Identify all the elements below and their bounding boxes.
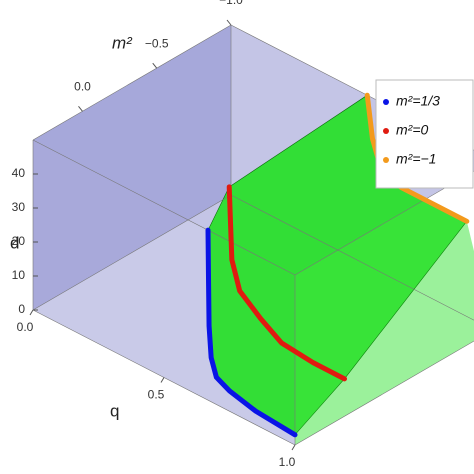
- legend-label: m²=0: [396, 122, 429, 138]
- y-tick-label: 0.0: [74, 79, 91, 93]
- box-edge: [32, 139, 296, 276]
- z-axis-title: d: [10, 233, 19, 252]
- curve: [226, 184, 347, 382]
- legend-marker: [383, 99, 389, 105]
- legend-marker: [383, 157, 389, 163]
- legend-label: m²=1/3: [396, 93, 440, 109]
- side-face: [295, 221, 474, 445]
- x-tick-label: 0.0: [17, 320, 34, 334]
- z-tick-label: 40: [12, 166, 26, 180]
- z-tick-label: 20: [12, 234, 26, 248]
- legend-box: [375, 79, 474, 189]
- legend-marker: [383, 128, 389, 134]
- legend-label: m²=−1: [396, 151, 436, 167]
- box-edge: [32, 194, 232, 311]
- x-tick: [291, 444, 296, 451]
- z-tick-label: 10: [12, 268, 26, 282]
- x-axis-title: q: [110, 401, 119, 420]
- y-tick-label: −1.0: [219, 0, 243, 7]
- z-tick-label: 0: [18, 302, 25, 316]
- y-axis-title: m²: [112, 33, 133, 52]
- x-tick-label: 1.0: [279, 455, 296, 469]
- y-tick: [78, 105, 83, 112]
- box-edge: [294, 340, 474, 446]
- y-tick-label: −0.5: [145, 36, 169, 50]
- x-tick: [29, 309, 34, 316]
- x-tick-label: 0.5: [148, 388, 165, 402]
- x-tick: [160, 377, 165, 383]
- y-tick: [152, 62, 158, 69]
- z-tick-label: 30: [12, 200, 26, 214]
- box-edge: [32, 24, 232, 141]
- y-tick: [226, 19, 232, 26]
- box-edge: [230, 194, 474, 321]
- curve: [205, 227, 298, 438]
